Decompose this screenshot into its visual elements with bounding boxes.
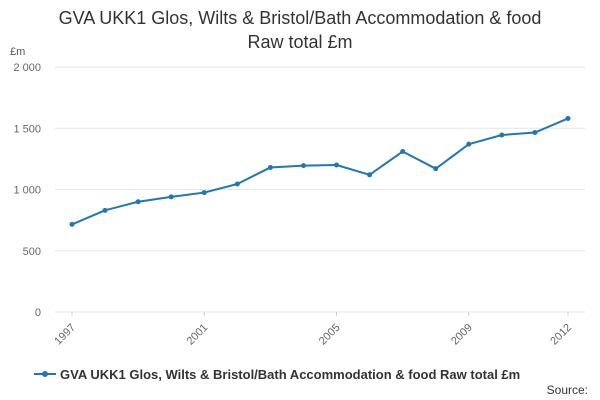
data-point xyxy=(400,149,406,155)
x-tick-label: 2001 xyxy=(185,322,211,348)
legend[interactable]: GVA UKK1 Glos, Wilts & Bristol/Bath Acco… xyxy=(34,365,520,383)
data-point xyxy=(565,115,571,121)
y-axis-unit-label: £m xyxy=(10,46,26,58)
data-point xyxy=(135,199,141,205)
source-credit[interactable]: Source: xyxy=(546,383,588,397)
data-point xyxy=(234,181,240,187)
data-point xyxy=(201,190,207,196)
data-point xyxy=(300,163,306,169)
x-tick-label: 1997 xyxy=(52,322,78,348)
series-line xyxy=(71,117,569,226)
data-point xyxy=(267,164,273,170)
data-point xyxy=(69,221,75,227)
y-tick-label: 1 500 xyxy=(13,123,41,135)
data-point xyxy=(466,141,472,147)
data-point xyxy=(334,162,340,168)
data-point xyxy=(532,130,538,136)
chart-title-line-2: Raw total £m xyxy=(247,32,353,52)
x-tick-label: 2012 xyxy=(548,322,574,348)
data-point xyxy=(499,132,505,138)
data-point xyxy=(102,207,108,213)
data-point xyxy=(367,172,373,178)
data-point xyxy=(433,166,439,172)
legend-series-label: GVA UKK1 Glos, Wilts & Bristol/Bath Acco… xyxy=(60,366,521,382)
x-tick-label: 2009 xyxy=(449,322,475,348)
y-tick-label: 1 000 xyxy=(13,185,41,197)
legend-series-marker-icon xyxy=(34,365,56,383)
x-tick-label: 2005 xyxy=(317,322,343,348)
y-tick-label: 2 000 xyxy=(13,62,41,74)
chart-title-line-1: GVA UKK1 Glos, Wilts & Bristol/Bath Acco… xyxy=(58,8,542,28)
y-tick-label: 500 xyxy=(23,246,41,258)
chart-title: GVA UKK1 Glos, Wilts & Bristol/Bath Acco… xyxy=(0,6,600,54)
y-tick-label: 0 xyxy=(35,307,41,319)
data-point xyxy=(168,194,174,200)
